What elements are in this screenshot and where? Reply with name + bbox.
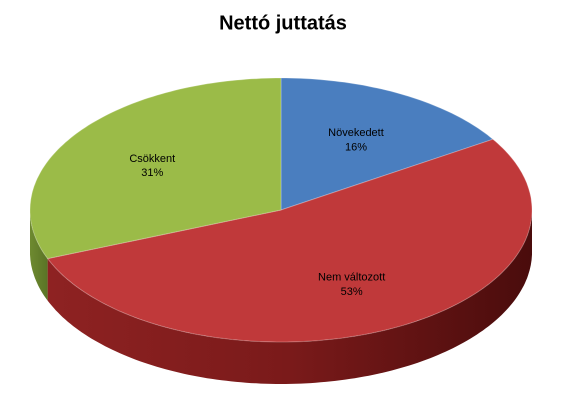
pie: Növekedett 16% Nem változott 53% Csökkent 31% xyxy=(29,77,533,384)
slice-side xyxy=(47,210,532,384)
value-label: 31% xyxy=(141,167,163,179)
data-label: Növekedett 16% xyxy=(328,127,384,153)
data-label: Csökkent 31% xyxy=(129,153,175,179)
data-label: Nem változott 53% xyxy=(318,272,385,298)
slice xyxy=(29,77,282,260)
category-label: Nem változott xyxy=(318,272,385,284)
slice-side xyxy=(30,210,48,301)
slice xyxy=(280,77,494,211)
category-label: Növekedett xyxy=(328,127,384,139)
value-label: 53% xyxy=(341,286,363,298)
slice xyxy=(46,138,533,343)
category-label: Csökkent xyxy=(129,153,175,165)
value-label: 16% xyxy=(345,141,367,153)
chart-title: Nettó juttatás xyxy=(219,12,347,34)
